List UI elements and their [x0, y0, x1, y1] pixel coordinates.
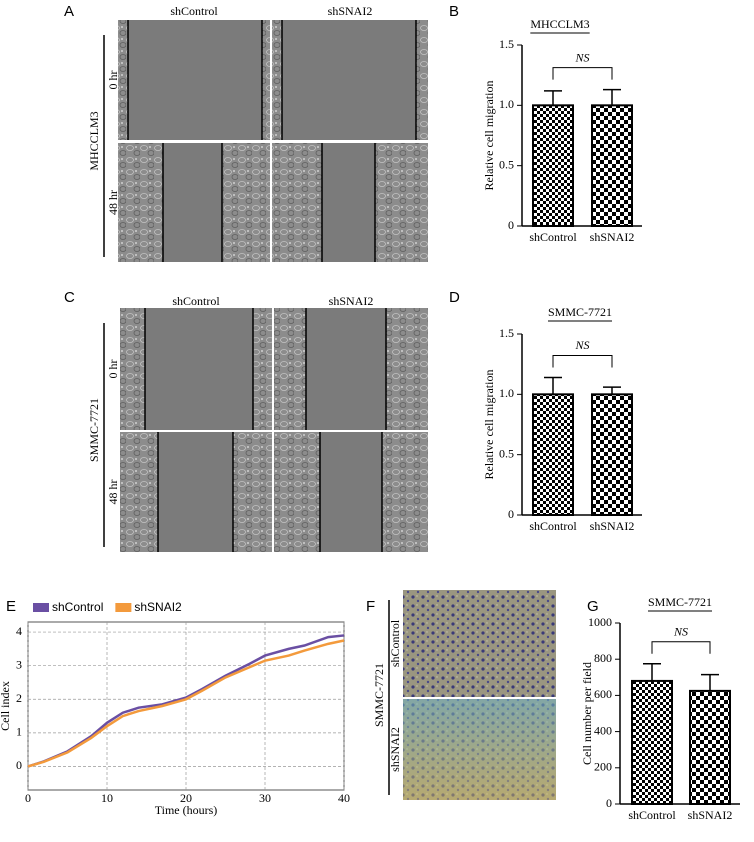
- chart-title: MHCCLM3: [530, 17, 589, 31]
- y-tick-label: 0.5: [499, 157, 514, 171]
- cell-line-label: MHCCLM3: [87, 111, 101, 170]
- y-tick-label: 0: [606, 796, 612, 810]
- legend-label: shControl: [52, 600, 103, 614]
- significance-bracket: [552, 354, 613, 368]
- panel-label: F: [366, 598, 375, 615]
- y-tick-label: 400: [594, 723, 612, 737]
- significance-label: NS: [574, 338, 589, 352]
- column-header: shControl: [172, 294, 220, 308]
- bar: [532, 393, 574, 517]
- x-tick-label: shControl: [529, 230, 577, 244]
- y-axis-label: Cell index: [0, 681, 12, 731]
- bar: [631, 679, 673, 805]
- chart-title: SMMC-7721: [648, 595, 712, 609]
- x-axis-label: Time (hours): [155, 803, 218, 817]
- legend-swatch: [33, 603, 49, 612]
- wound-area: [320, 432, 382, 552]
- bar: [689, 689, 731, 805]
- significance-label: NS: [574, 50, 589, 64]
- column-header: shControl: [170, 4, 218, 18]
- x-tick-label: shSNAI2: [688, 808, 733, 822]
- bar: [532, 104, 574, 227]
- bar: [591, 104, 633, 227]
- row-label: 48 hr: [106, 480, 120, 505]
- x-tick-label: 0: [25, 791, 31, 805]
- panel-label: C: [64, 289, 75, 306]
- column-header: shSNAI2: [328, 4, 373, 18]
- panel-label: D: [449, 289, 460, 306]
- x-tick-label: shSNAI2: [590, 230, 635, 244]
- wound-area: [282, 20, 416, 140]
- y-tick-label: 600: [594, 687, 612, 701]
- y-tick-label: 0: [508, 218, 514, 232]
- wound-area: [163, 143, 222, 262]
- row-label: shControl: [388, 619, 402, 667]
- row-label: 0 hr: [106, 71, 120, 90]
- micrograph: [403, 590, 556, 697]
- panel-label: B: [449, 3, 459, 20]
- x-tick-label: 10: [101, 791, 113, 805]
- y-tick-label: 1000: [588, 615, 612, 629]
- y-tick-label: 0: [508, 507, 514, 521]
- x-tick-label: shSNAI2: [590, 519, 635, 533]
- row-label: shSNAI2: [388, 727, 402, 772]
- y-tick-label: 2: [16, 691, 22, 705]
- x-tick-label: 30: [259, 791, 271, 805]
- series-line: [27, 639, 345, 768]
- y-axis-label: Cell number per field: [580, 662, 594, 765]
- significance-label: NS: [673, 624, 688, 638]
- y-tick-label: 1.0: [499, 97, 514, 111]
- wound-area: [322, 143, 375, 262]
- y-axis-label: Relative cell migration: [482, 81, 496, 191]
- y-tick-label: 0.5: [499, 446, 514, 460]
- row-label: 0 hr: [106, 360, 120, 379]
- cell-line-label: SMMC-7721: [87, 398, 101, 462]
- legend-swatch: [115, 603, 132, 612]
- significance-bracket: [552, 67, 613, 80]
- micrograph-tint: [403, 699, 556, 800]
- x-tick-label: 20: [180, 791, 192, 805]
- wound-area: [145, 308, 253, 430]
- x-tick-label: shControl: [529, 519, 577, 533]
- panel-label: G: [587, 598, 599, 615]
- y-tick-label: 4: [16, 624, 22, 638]
- column-header: shSNAI2: [329, 294, 374, 308]
- wound-area: [306, 308, 386, 430]
- x-tick-label: 40: [338, 791, 350, 805]
- y-axis-label: Relative cell migration: [482, 370, 496, 480]
- panel-label: E: [6, 598, 16, 615]
- y-tick-label: 1.5: [499, 326, 514, 340]
- y-tick-label: 1: [16, 725, 22, 739]
- bar: [591, 393, 633, 517]
- cell-line-label: SMMC-7721: [372, 663, 386, 727]
- row-label: 48 hr: [106, 190, 120, 215]
- y-tick-label: 800: [594, 651, 612, 665]
- significance-bracket: [651, 641, 711, 654]
- y-tick-label: 1.5: [499, 37, 514, 51]
- y-tick-label: 0: [16, 758, 22, 772]
- y-tick-label: 1.0: [499, 386, 514, 400]
- y-tick-label: 3: [16, 657, 22, 671]
- legend-label: shSNAI2: [134, 600, 182, 614]
- chart-title: SMMC-7721: [548, 305, 612, 319]
- y-tick-label: 200: [594, 760, 612, 774]
- x-tick-label: shControl: [628, 808, 676, 822]
- wound-area: [158, 432, 233, 552]
- wound-area: [128, 20, 262, 140]
- panel-label: A: [64, 3, 74, 20]
